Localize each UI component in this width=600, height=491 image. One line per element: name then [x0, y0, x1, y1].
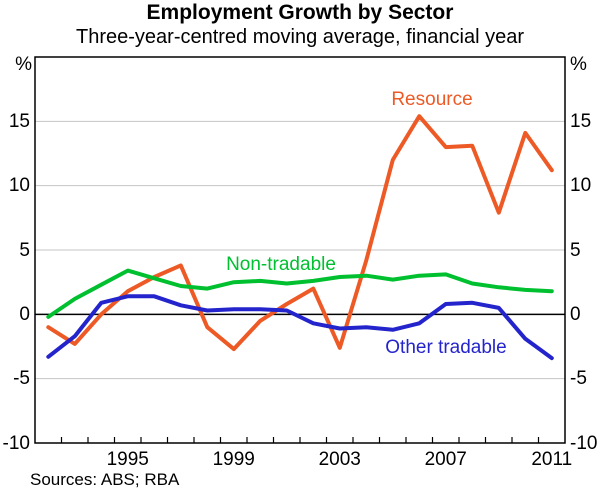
y-axis-unit-left: %: [15, 54, 32, 75]
x-axis-label: 1995: [106, 449, 149, 470]
y-axis-label-right: 10: [570, 175, 592, 197]
series-label-resource: Resource: [391, 89, 473, 110]
y-axis-label-right: 0: [570, 303, 581, 325]
line-series-resource: [46, 114, 554, 352]
y-axis-label-left: 15: [8, 110, 30, 132]
y-axis-label-left: -10: [2, 432, 30, 454]
y-axis-label-left: 0: [19, 303, 30, 325]
y-axis-label-left: 10: [8, 175, 30, 197]
y-axis-label-right: 15: [570, 110, 592, 132]
y-axis-label-left: 5: [19, 239, 30, 261]
sources-note: Sources: ABS; RBA: [30, 470, 180, 489]
x-axis-label: 1999: [212, 449, 255, 470]
y-axis-label-right: -5: [570, 368, 587, 390]
y-axis-label-left: -5: [13, 368, 30, 390]
series-label-non-tradable: Non-tradable: [226, 254, 336, 275]
x-axis-label: 2011: [531, 449, 573, 470]
chart-title: Employment Growth by Sector: [146, 1, 454, 24]
y-axis-label-right: -10: [570, 432, 598, 454]
y-axis-label-right: 5: [570, 239, 581, 261]
y-axis-unit-right: %: [570, 54, 587, 75]
line-series-non-tradable: [46, 268, 554, 319]
plot-border: [34, 56, 566, 444]
series-label-other-tradable: Other tradable: [385, 337, 507, 358]
chart-subtitle: Three-year-centred moving average, finan…: [76, 26, 524, 48]
line-series-other-tradable: [46, 294, 554, 361]
x-axis-label: 2007: [424, 449, 467, 470]
x-axis-label: 2003: [318, 449, 361, 470]
